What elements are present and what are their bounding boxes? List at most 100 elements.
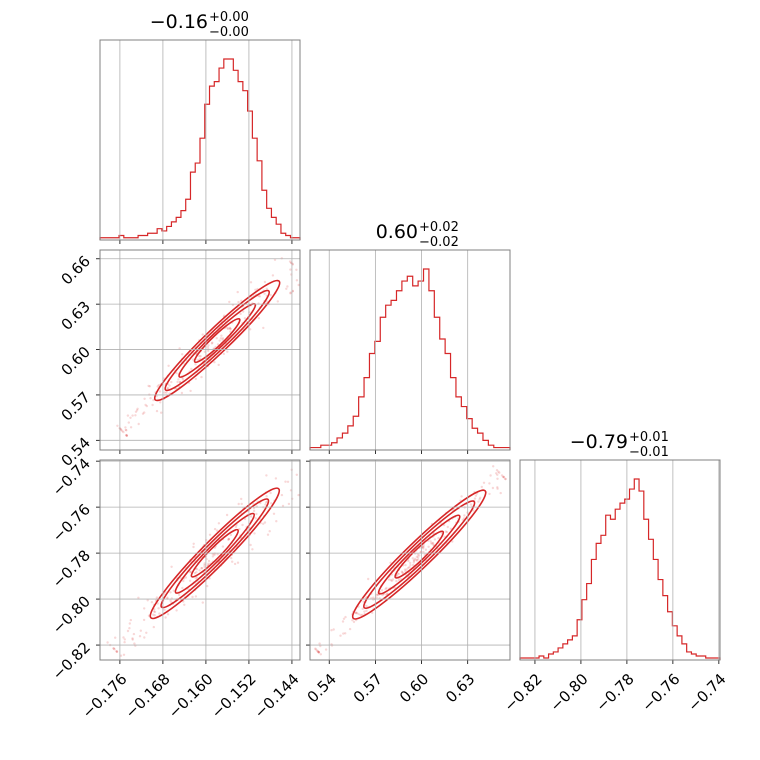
sample-point xyxy=(210,342,214,345)
sample-point xyxy=(355,611,358,614)
sample-point xyxy=(131,638,134,641)
y-tick-label: 0.60 xyxy=(58,343,94,379)
sample-point xyxy=(254,288,257,291)
sample-point xyxy=(181,353,184,356)
sample-point xyxy=(372,596,375,599)
pair-frame-p0-p2 xyxy=(99,459,301,661)
title-value: −0.79 xyxy=(570,431,628,453)
sample-point xyxy=(488,482,491,485)
sample-point xyxy=(407,559,410,563)
sample-point xyxy=(266,533,270,536)
sample-point xyxy=(252,507,256,510)
sample-point xyxy=(386,592,389,595)
sample-point xyxy=(236,561,240,564)
sample-point xyxy=(418,554,421,557)
sample-point xyxy=(221,338,224,341)
sample-point xyxy=(249,328,252,331)
sample-point xyxy=(431,541,435,545)
sample-point xyxy=(367,577,370,581)
sample-point xyxy=(330,629,333,632)
sample-point xyxy=(318,642,321,645)
sample-point xyxy=(409,561,412,565)
sample-point xyxy=(269,293,272,297)
sample-point xyxy=(200,375,203,379)
contour-level-1 xyxy=(164,289,271,392)
sample-point xyxy=(381,593,384,597)
hist-panel-p0 xyxy=(99,58,301,240)
y-tick-label: 0.66 xyxy=(58,252,94,288)
sample-point xyxy=(230,556,233,560)
x-tick-label: −0.144 xyxy=(251,670,303,722)
sample-point xyxy=(492,465,495,468)
x-tick-label: −0.152 xyxy=(208,670,260,722)
sample-point xyxy=(236,290,239,294)
sample-point xyxy=(203,565,206,569)
sample-point xyxy=(189,570,192,573)
sample-point xyxy=(274,477,278,480)
sample-point xyxy=(287,502,291,506)
sample-point xyxy=(194,363,197,366)
sample-point xyxy=(249,543,252,547)
sample-point xyxy=(122,653,126,656)
sample-point xyxy=(385,586,388,590)
sample-point xyxy=(195,571,198,574)
sample-point xyxy=(203,563,206,567)
sample-point xyxy=(317,650,320,654)
sample-point xyxy=(160,411,163,414)
sample-point xyxy=(213,553,216,557)
sample-point xyxy=(399,577,402,581)
sample-point xyxy=(226,350,229,353)
hist-panel-p2 xyxy=(519,478,721,660)
pair-frame-p1-p2 xyxy=(309,459,511,661)
sample-point xyxy=(357,612,360,616)
sample-point xyxy=(361,607,364,610)
sample-point xyxy=(342,617,346,620)
sample-point xyxy=(122,430,125,434)
sample-point xyxy=(215,337,218,340)
sample-point xyxy=(168,384,171,387)
sample-point xyxy=(427,545,430,548)
sample-point xyxy=(390,579,393,583)
sample-point xyxy=(138,635,142,638)
sample-point xyxy=(262,522,265,525)
sample-point xyxy=(252,509,256,513)
sample-point xyxy=(264,501,268,504)
sample-point xyxy=(339,634,342,637)
panel-title-p2: −0.79 +0.01−0.01 xyxy=(570,430,669,460)
sample-point xyxy=(147,384,150,388)
pair-panel-p0-p1 xyxy=(116,257,300,437)
sample-point xyxy=(413,559,416,563)
hist-p2 xyxy=(519,478,721,660)
sample-point xyxy=(227,537,231,541)
sample-point xyxy=(152,610,156,613)
sample-point xyxy=(431,542,434,545)
sample-point xyxy=(498,471,501,474)
sample-point xyxy=(192,545,195,549)
sample-point xyxy=(317,651,321,654)
sample-point xyxy=(128,627,131,630)
sample-point xyxy=(249,515,253,518)
hist-frame-p1 xyxy=(309,249,511,451)
sample-point xyxy=(156,385,159,388)
sample-point xyxy=(317,650,320,654)
sample-point xyxy=(145,404,148,408)
sample-point xyxy=(265,495,268,498)
sample-point xyxy=(415,559,419,562)
sample-point xyxy=(243,317,247,320)
sample-point xyxy=(460,495,463,498)
sample-point xyxy=(213,527,217,531)
x-tick-label: 0.57 xyxy=(350,670,386,706)
sample-point xyxy=(229,533,233,537)
sample-point xyxy=(165,391,168,394)
sample-point xyxy=(351,619,354,622)
sample-point xyxy=(195,568,199,571)
hist-frame-p0 xyxy=(99,39,301,241)
sample-point xyxy=(269,491,272,495)
hist-p0 xyxy=(99,58,301,240)
sample-point xyxy=(113,648,116,651)
sample-point xyxy=(495,469,499,472)
sample-point xyxy=(400,570,404,573)
sample-point xyxy=(123,638,127,641)
sample-point xyxy=(365,609,368,612)
